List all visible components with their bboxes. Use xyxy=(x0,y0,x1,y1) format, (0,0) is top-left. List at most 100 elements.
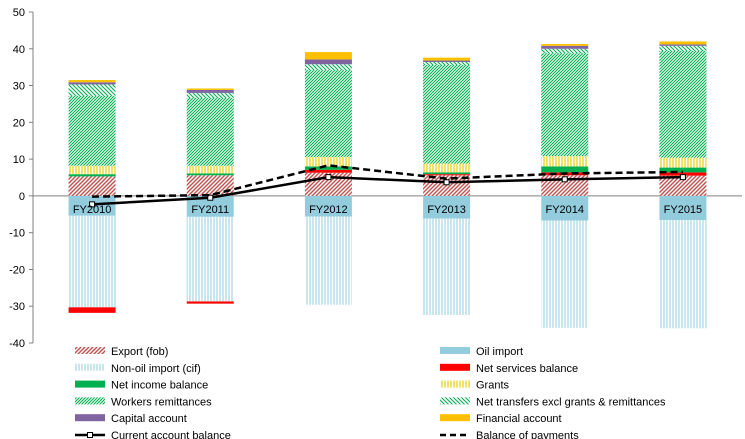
bar-segment xyxy=(659,175,707,196)
legend-item: Non-oil import (cif) xyxy=(75,363,201,375)
legend-item: Current account balance xyxy=(75,430,231,439)
legend-swatch xyxy=(75,414,105,422)
bar-segment xyxy=(541,220,589,328)
bar-segment xyxy=(68,165,116,175)
y-tick-label: 40 xyxy=(13,44,25,56)
bar-segment xyxy=(423,57,471,61)
legend-item: Balance of payments xyxy=(440,430,579,439)
bar-segment xyxy=(68,176,116,196)
bar-segment xyxy=(423,64,471,164)
y-tick-label: 10 xyxy=(13,154,25,166)
legend-item: Grants xyxy=(440,380,510,392)
bar-segment xyxy=(541,156,589,167)
current-account-line xyxy=(92,175,683,206)
legend-marker xyxy=(87,432,93,438)
bar-segment xyxy=(423,218,471,316)
bar-segment xyxy=(68,82,116,85)
legend-label: Net services balance xyxy=(476,363,578,375)
bar-segment xyxy=(659,44,707,46)
bar-segment xyxy=(68,307,116,313)
bars xyxy=(68,41,707,329)
y-tick-label: -10 xyxy=(9,228,25,240)
bar-segment xyxy=(659,195,707,221)
legend: Export (fob) Oil import Non-oil import (ci… xyxy=(75,346,666,439)
bar-segment xyxy=(68,80,116,83)
bar-segment xyxy=(68,215,116,308)
current-account-marker xyxy=(561,176,568,183)
bar-segment xyxy=(304,195,352,217)
category-label: FY2013 xyxy=(427,204,466,216)
lines xyxy=(89,164,686,208)
bar-segment xyxy=(659,220,707,329)
legend-item: Net income balance xyxy=(75,380,208,392)
bar-segment xyxy=(186,216,234,302)
legend-item: Financial account xyxy=(440,413,562,425)
bar-group-fy2015 xyxy=(659,41,707,329)
bar-segment xyxy=(659,50,707,158)
legend-label: Non-oil import (cif) xyxy=(111,363,201,375)
legend-label: Export (fob) xyxy=(111,346,168,358)
bar-segment xyxy=(541,195,589,221)
category-label: FY2015 xyxy=(664,204,703,216)
y-tick-label: 50 xyxy=(13,7,25,19)
bar-segment xyxy=(423,163,471,173)
bar-segment xyxy=(423,195,471,219)
y-tick-label: -30 xyxy=(9,301,25,313)
legend-label: Grants xyxy=(476,380,510,392)
bar-segment xyxy=(304,156,352,167)
y-tick-label: -40 xyxy=(9,338,25,350)
bar-segment xyxy=(659,167,707,173)
legend-swatch xyxy=(440,363,470,371)
current-account-marker xyxy=(443,179,450,186)
bar-segment xyxy=(659,45,707,51)
legend-swatch xyxy=(440,414,470,422)
bar-segment xyxy=(659,157,707,168)
bar-group-fy2010 xyxy=(68,80,116,313)
bar-segment xyxy=(304,64,352,71)
current-account-marker xyxy=(207,194,214,201)
bar-segment xyxy=(186,175,234,196)
legend-item: Oil import xyxy=(440,346,523,358)
bar-segment xyxy=(68,95,116,166)
bar-segment xyxy=(541,45,589,49)
y-tick-label: 30 xyxy=(13,81,25,93)
bar-segment xyxy=(659,172,707,176)
y-tick-label: 20 xyxy=(13,117,25,129)
legend-label: Workers remittances xyxy=(111,396,212,408)
legend-item: Net services balance xyxy=(440,363,578,375)
category-label: FY2014 xyxy=(545,204,584,216)
bar-segment xyxy=(186,173,234,176)
bar-segment xyxy=(186,98,234,166)
legend-label: Capital account xyxy=(111,413,187,425)
category-label: FY2012 xyxy=(309,204,348,216)
current-account-marker xyxy=(89,201,96,208)
bar-segment xyxy=(423,174,471,176)
bar-segment xyxy=(423,172,471,175)
bar-segment xyxy=(659,41,707,45)
bar-segment xyxy=(68,174,116,177)
current-account-marker xyxy=(679,174,686,181)
bar-segment xyxy=(541,48,589,54)
bar-segment xyxy=(186,165,234,174)
balance-of-payments-line xyxy=(92,164,683,198)
legend-label: Financial account xyxy=(476,413,562,425)
bar-group-fy2013 xyxy=(423,57,471,316)
bar-group-fy2014 xyxy=(541,43,589,328)
bar-segment xyxy=(186,195,234,217)
legend-label: Oil import xyxy=(476,346,523,358)
legend-swatch xyxy=(440,347,470,354)
bar-segment xyxy=(186,301,234,304)
legend-label: Net income balance xyxy=(111,380,208,392)
legend-swatch xyxy=(75,397,105,405)
legend-swatch xyxy=(440,397,470,405)
legend-swatch xyxy=(75,347,105,354)
legend-swatch xyxy=(75,363,105,371)
bar-segment xyxy=(304,166,352,170)
y-tick-label: -20 xyxy=(9,264,25,276)
legend-item: Export (fob) xyxy=(75,346,168,358)
bar-segment xyxy=(423,175,471,196)
bar-segment xyxy=(186,92,234,99)
bar-segment xyxy=(304,70,352,157)
legend-item: Capital account xyxy=(75,413,187,425)
legend-label: Current account balance xyxy=(111,430,231,439)
